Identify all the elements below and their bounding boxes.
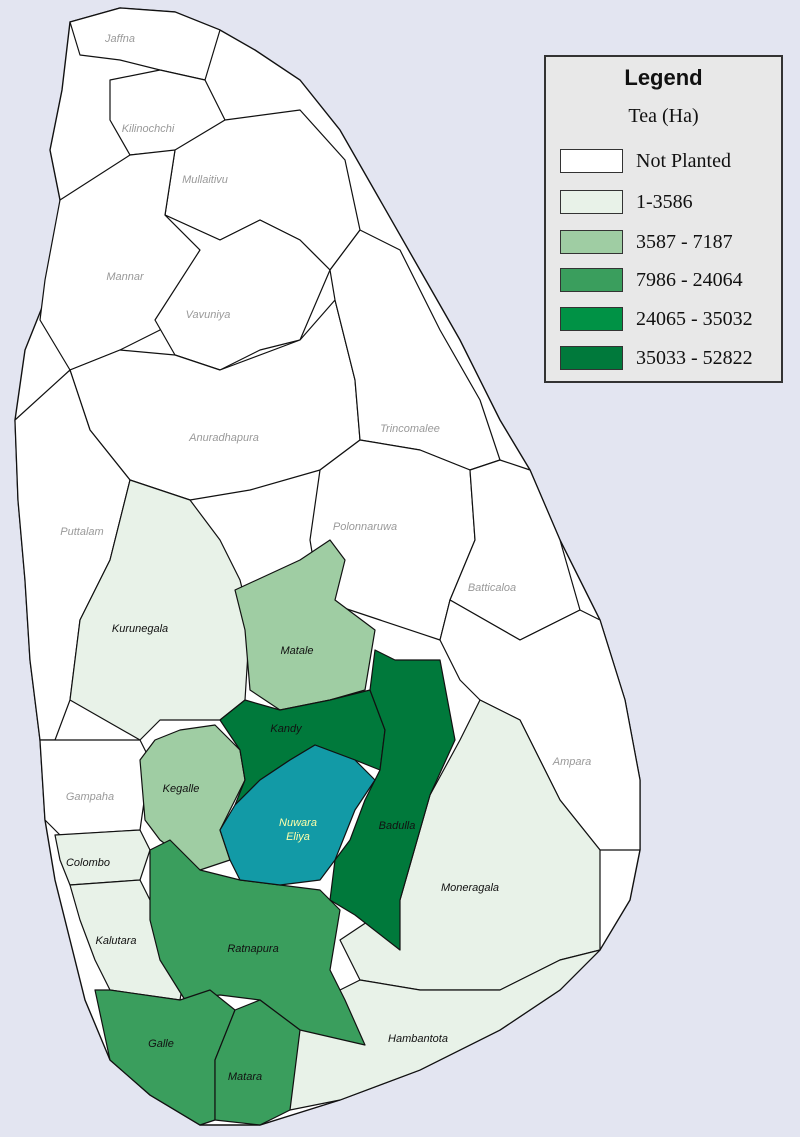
- legend-swatch: [560, 149, 623, 173]
- district-label-kalutara: Kalutara: [96, 935, 137, 947]
- legend: Legend Tea (Ha) Not Planted 1-3586 3587 …: [544, 55, 783, 383]
- legend-item-5: 35033 - 52822: [560, 346, 780, 372]
- legend-swatch: [560, 307, 623, 331]
- district-label-kandy: Kandy: [270, 723, 303, 735]
- district-label-matale: Matale: [280, 645, 313, 657]
- district-label-badulla: Badulla: [379, 820, 416, 832]
- legend-swatch: [560, 230, 623, 254]
- district-label-galle: Galle: [148, 1038, 174, 1050]
- district-label-ampara: Ampara: [552, 756, 592, 768]
- district-label-mannar: Mannar: [106, 271, 145, 283]
- district-label-kilinochchi: Kilinochchi: [122, 123, 175, 135]
- legend-title: Legend: [624, 65, 703, 90]
- district-trincomalee[interactable]: [329, 229, 501, 471]
- district-label-kegalle: Kegalle: [163, 783, 200, 795]
- legend-swatch: [560, 190, 623, 214]
- district-vavuniya[interactable]: [154, 214, 331, 371]
- legend-label: Not Planted: [636, 150, 731, 172]
- district-label-vavuniya: Vavuniya: [186, 309, 231, 321]
- legend-subtitle: Tea (Ha): [628, 105, 699, 127]
- district-label-mullaitivu: Mullaitivu: [182, 174, 228, 186]
- district-label-hambantota: Hambantota: [388, 1033, 448, 1045]
- legend-swatch: [560, 268, 623, 292]
- district-label-batticaloa: Batticaloa: [468, 582, 516, 594]
- legend-label: 35033 - 52822: [636, 347, 753, 369]
- district-badulla[interactable]: [329, 649, 456, 951]
- legend-item-3: 7986 - 24064: [560, 268, 780, 294]
- legend-item-2: 3587 - 7187: [560, 230, 780, 256]
- legend-label: 7986 - 24064: [636, 269, 743, 291]
- district-label-gampaha: Gampaha: [66, 791, 114, 803]
- district-label-polonnaruwa: Polonnaruwa: [333, 521, 397, 533]
- district-kegalle[interactable]: [139, 724, 246, 871]
- district-hambantota[interactable]: [279, 949, 601, 1111]
- legend-item-1: 1-3586: [560, 190, 780, 216]
- legend-label: 3587 - 7187: [636, 231, 733, 253]
- district-label-puttalam: Puttalam: [60, 526, 103, 538]
- district-matale[interactable]: [234, 539, 376, 711]
- district-label-ratnapura: Ratnapura: [227, 943, 278, 955]
- district-label-trincomalee: Trincomalee: [380, 423, 440, 435]
- legend-label: 24065 - 35032: [636, 308, 753, 330]
- district-label-matara: Matara: [228, 1071, 262, 1083]
- district-label-jaffna: Jaffna: [104, 33, 135, 45]
- district-matara[interactable]: [214, 999, 301, 1126]
- legend-item-4: 24065 - 35032: [560, 307, 780, 333]
- district-gampaha[interactable]: [39, 739, 151, 836]
- district-label-nuwara-eliya: Nuwara Eliya: [279, 817, 317, 843]
- district-label-colombo: Colombo: [66, 857, 110, 869]
- district-label-anuradhapura: Anuradhapura: [188, 432, 259, 444]
- legend-swatch: [560, 346, 623, 370]
- district-nuwara-eliya[interactable]: [219, 744, 376, 886]
- district-label-moneragala: Moneragala: [441, 882, 499, 894]
- district-label-kurunegala: Kurunegala: [112, 623, 168, 635]
- legend-label: 1-3586: [636, 191, 693, 213]
- legend-item-not-planted: Not Planted: [560, 149, 780, 175]
